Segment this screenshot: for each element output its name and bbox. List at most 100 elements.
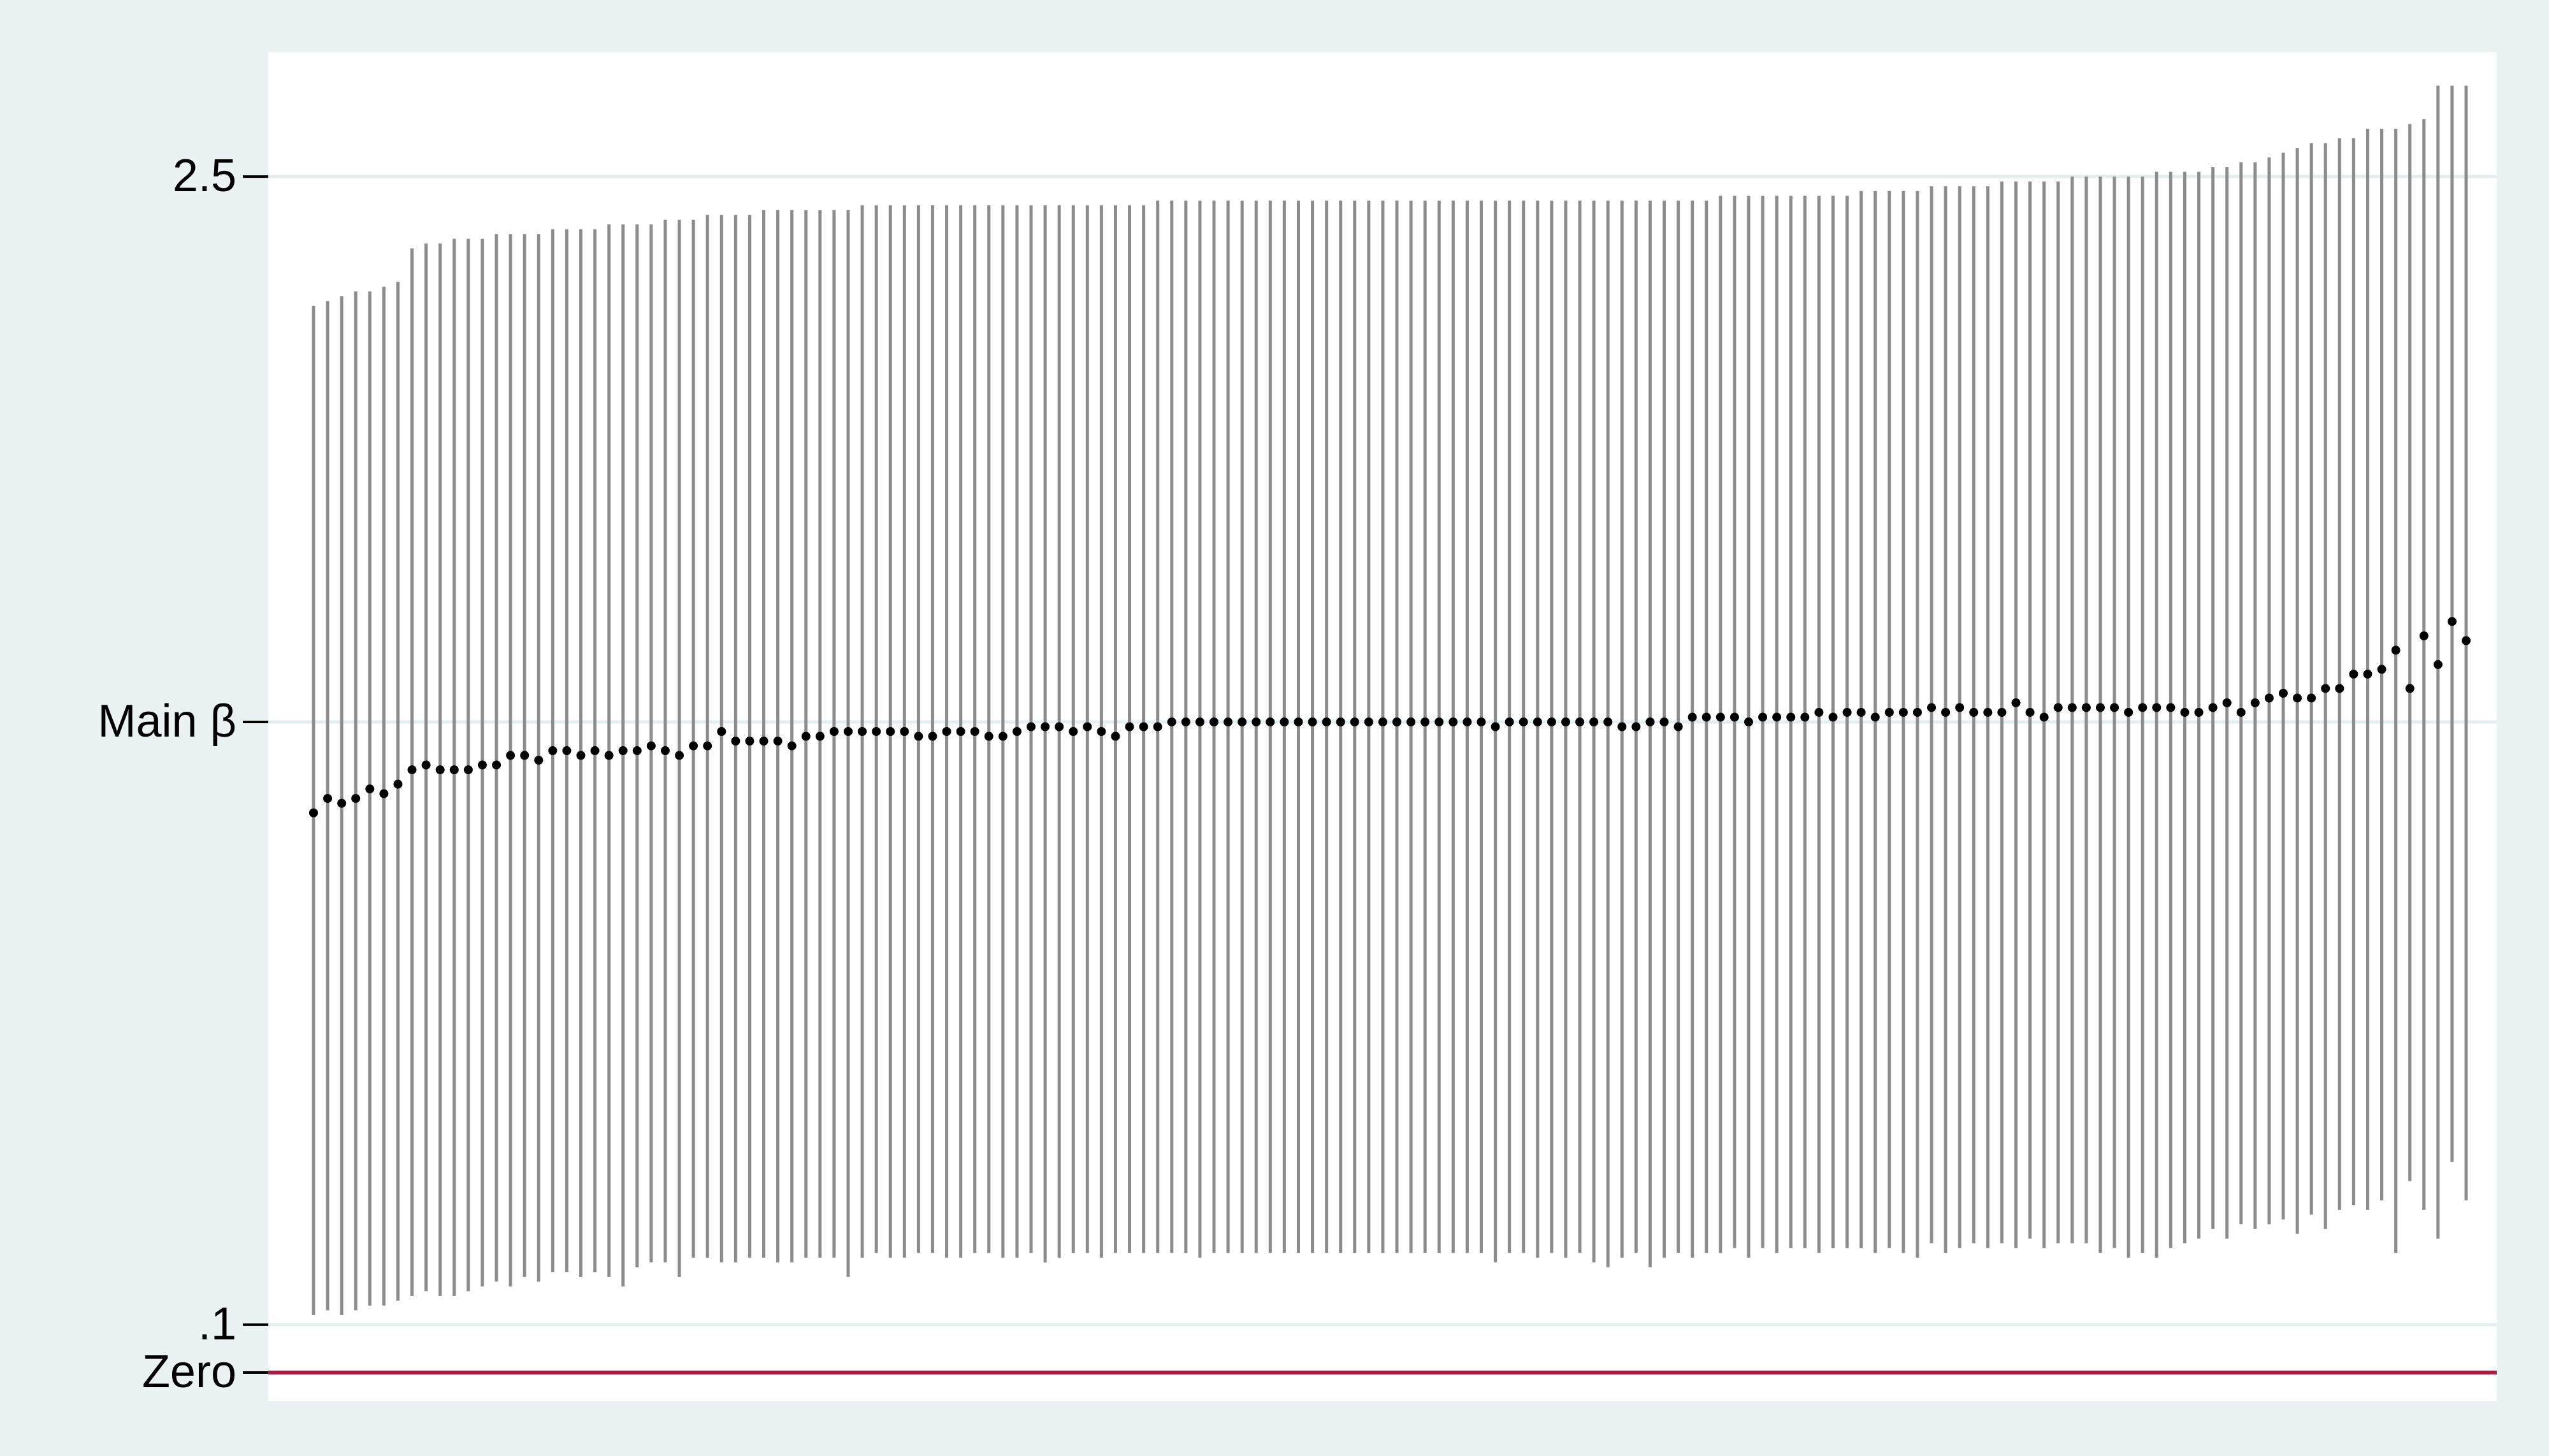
point-estimate (1603, 717, 1613, 726)
point-estimate (435, 765, 445, 775)
point-estimate (477, 760, 487, 770)
point-estimate (1701, 712, 1711, 722)
point-estimate (492, 760, 502, 770)
point-estimate (2377, 665, 2387, 674)
point-estimate (1055, 722, 1064, 732)
point-estimate (2363, 669, 2372, 679)
point-estimate (942, 727, 951, 737)
point-estimate (1139, 722, 1148, 732)
point-estimate (2433, 660, 2443, 669)
point-estimate (393, 779, 403, 789)
point-estimate (1238, 717, 1247, 726)
point-estimate (1533, 717, 1542, 726)
point-estimate (2039, 712, 2049, 722)
point-estimate (1181, 717, 1190, 726)
point-estimate (703, 741, 712, 751)
point-estimate (2053, 703, 2063, 712)
point-estimate (534, 756, 544, 765)
point-estimate (1617, 722, 1627, 732)
point-estimate (2419, 631, 2429, 640)
point-estimate (562, 746, 572, 756)
point-estimate (1027, 722, 1036, 732)
point-estimate (2405, 684, 2415, 693)
point-estimate (1350, 717, 1359, 726)
point-estimate (1828, 712, 1838, 722)
point-estimate (2081, 703, 2091, 712)
point-estimate (2250, 698, 2260, 707)
point-estimate (1322, 717, 1331, 726)
point-estimate (829, 727, 839, 737)
y-tick-label: 2.5 (173, 150, 236, 201)
point-estimate (731, 737, 740, 746)
point-estimate (520, 751, 530, 760)
point-estimate (2236, 707, 2246, 717)
point-estimate (2067, 703, 2077, 712)
point-estimate (1280, 717, 1289, 726)
point-estimate (1378, 717, 1387, 726)
point-estimate (2166, 703, 2176, 712)
point-estimate (632, 746, 642, 756)
point-estimate (759, 737, 769, 746)
point-estimate (1758, 712, 1768, 722)
point-estimate (1420, 717, 1430, 726)
point-estimate (1800, 712, 1810, 722)
point-estimate (379, 789, 389, 798)
point-estimate (1856, 707, 1866, 717)
point-estimate (886, 727, 895, 737)
y-tick-label: Zero (142, 1346, 236, 1397)
point-estimate (675, 751, 684, 760)
point-estimate (1729, 712, 1739, 722)
point-estimate (2307, 693, 2316, 703)
point-estimate (2011, 698, 2021, 707)
point-estimate (576, 751, 586, 760)
point-estimate (1561, 717, 1570, 726)
point-estimate (449, 765, 459, 775)
point-estimate (337, 798, 347, 808)
point-estimate (900, 727, 909, 737)
point-estimate (2278, 688, 2288, 698)
point-estimate (1645, 717, 1655, 726)
point-estimate (1210, 717, 1219, 726)
point-estimate (1870, 712, 1880, 722)
point-estimate (1434, 717, 1444, 726)
point-estimate (1786, 712, 1796, 722)
point-estimate (2222, 698, 2232, 707)
point-estimate (1955, 703, 1965, 712)
point-estimate (745, 737, 755, 746)
point-estimate (2321, 684, 2330, 693)
point-estimate (2152, 703, 2162, 712)
point-estimate (2138, 703, 2148, 712)
point-estimate (689, 741, 698, 751)
point-estimate (1153, 722, 1162, 732)
point-estimate (801, 732, 811, 741)
point-estimate (914, 732, 923, 741)
point-estimate (858, 727, 867, 737)
point-estimate (1519, 717, 1528, 726)
point-estimate (351, 794, 361, 804)
point-estimate (1448, 717, 1458, 726)
point-estimate (2180, 707, 2190, 717)
point-estimate (1505, 717, 1514, 726)
point-estimate (1744, 717, 1753, 726)
point-estimate (2447, 617, 2457, 626)
point-estimate (506, 751, 516, 760)
point-estimate (1842, 707, 1852, 717)
point-estimate (787, 741, 797, 751)
point-estimate (618, 746, 628, 756)
point-estimate (1083, 722, 1092, 732)
point-estimate (1294, 717, 1303, 726)
point-estimate (2194, 707, 2204, 717)
point-estimate (1927, 703, 1937, 712)
point-estimate (1125, 722, 1134, 732)
point-estimate (1884, 707, 1894, 717)
point-estimate (2264, 693, 2274, 703)
point-estimate (365, 784, 375, 794)
point-estimate (1041, 722, 1050, 732)
point-estimate (970, 727, 979, 737)
point-estimate (1589, 717, 1599, 726)
point-estimate (2095, 703, 2105, 712)
point-estimate (646, 741, 656, 751)
point-estimate (1266, 717, 1275, 726)
point-estimate (548, 746, 558, 756)
